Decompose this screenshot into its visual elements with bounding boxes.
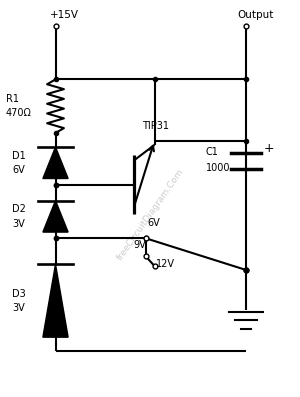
- Text: D2: D2: [12, 204, 26, 214]
- Text: freeCircuitDiagram.Com: freeCircuitDiagram.Com: [115, 167, 185, 262]
- Text: D3: D3: [12, 289, 26, 299]
- Text: 470Ω: 470Ω: [6, 108, 32, 118]
- Text: 3V: 3V: [12, 303, 25, 313]
- Text: 1000: 1000: [206, 163, 230, 173]
- Text: D1: D1: [12, 150, 26, 161]
- Polygon shape: [43, 200, 68, 232]
- Text: 12V: 12V: [156, 259, 175, 269]
- Polygon shape: [43, 264, 68, 337]
- Text: Output: Output: [237, 10, 273, 20]
- Text: 3V: 3V: [12, 218, 25, 229]
- Text: +: +: [264, 142, 274, 154]
- Text: C1: C1: [206, 147, 218, 157]
- Text: TIP31: TIP31: [142, 121, 170, 131]
- Text: 6V: 6V: [12, 165, 25, 175]
- Text: 9V: 9V: [134, 240, 146, 250]
- Text: 6V: 6V: [147, 218, 160, 228]
- Polygon shape: [43, 147, 68, 179]
- Text: +15V: +15V: [50, 10, 79, 20]
- Text: R1: R1: [6, 94, 19, 104]
